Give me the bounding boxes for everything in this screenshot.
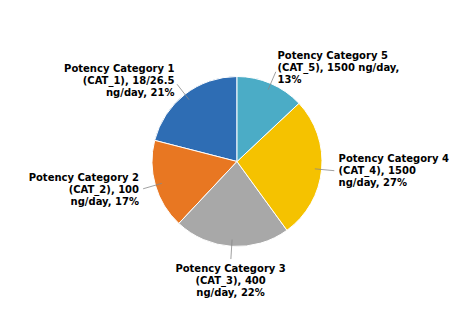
pie-chart: Potency Category 1(CAT_1), 18/26.5ng/day… [0,0,474,323]
chart-container: Potency Category 1(CAT_1), 18/26.5ng/day… [0,0,474,323]
leader-line [268,72,276,90]
slices [152,77,322,247]
slice-label: Potency Category 5(CAT_5), 1500 ng/day,1… [278,50,400,85]
slice-label: Potency Category 4(CAT_4), 1500ng/day, 2… [339,153,449,188]
leader-line [315,169,334,171]
slice-label: Potency Category 2(CAT_2), 100ng/day, 17… [29,172,139,207]
leader-line [177,84,189,99]
slice-label: Potency Category 3(CAT_3), 400ng/day, 22… [175,263,285,298]
labels: Potency Category 1(CAT_1), 18/26.5ng/day… [29,50,449,298]
leader-line [231,240,232,260]
leader-line [143,183,162,188]
slice-label: Potency Category 1(CAT_1), 18/26.5ng/day… [64,63,174,98]
